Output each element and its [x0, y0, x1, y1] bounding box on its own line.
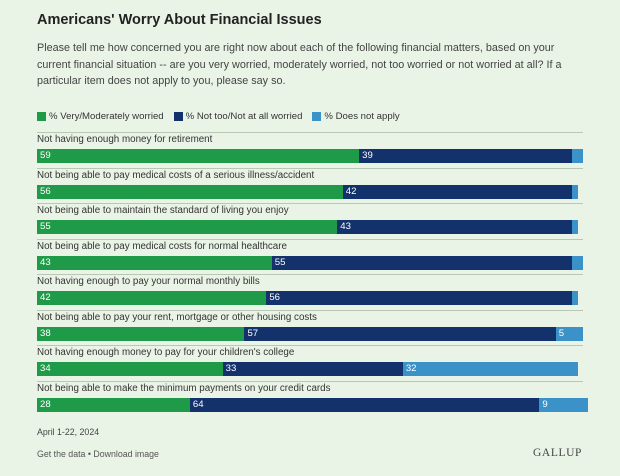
row-divider — [37, 167, 583, 169]
legend-item-not-worried: % Not too/Not at all worried — [173, 110, 303, 122]
data-label-not-worried: 42 — [345, 185, 357, 197]
bar-not-worried — [222, 362, 403, 376]
data-label-not-worried: 57 — [247, 327, 259, 339]
bar-worried — [37, 220, 338, 234]
data-label-not-worried: 64 — [192, 398, 204, 410]
data-label-not-worried: 55 — [274, 256, 286, 268]
data-label-worried: 28 — [40, 398, 51, 410]
data-label-worried: 59 — [40, 150, 51, 161]
legend-swatch-not-worried — [173, 111, 183, 121]
legend-label-worried: % Very/Moderately worried — [49, 110, 164, 122]
bar-does-not-apply — [539, 397, 589, 412]
category-label: Not being able to maintain the standard … — [37, 205, 289, 216]
bar-worried — [37, 291, 267, 305]
bar-does-not-apply — [572, 255, 583, 270]
data-label-does-not-apply: 5 — [558, 327, 565, 339]
bar-worried — [37, 149, 360, 163]
category-label: Not having enough money for retirement — [37, 134, 213, 145]
bar-worried — [37, 362, 223, 376]
bar-worried — [37, 184, 343, 199]
survey-date: April 1-22, 2024 — [37, 427, 100, 437]
bar-worried — [37, 255, 272, 270]
footer-links[interactable]: Get the data • Download image — [37, 449, 159, 459]
data-label-does-not-apply: 9 — [542, 398, 548, 410]
row-divider — [37, 238, 583, 240]
bar-does-not-apply — [572, 184, 578, 199]
legend-swatch-worried — [37, 111, 46, 121]
data-label-not-worried: 39 — [362, 150, 373, 161]
data-label-does-not-apply: 32 — [405, 363, 417, 374]
data-label-not-worried: 56 — [269, 292, 280, 303]
row-divider — [37, 309, 583, 311]
category-label: Not being able to pay your rent, mortgag… — [37, 311, 317, 323]
data-label-worried: 34 — [40, 363, 51, 374]
row-divider — [37, 274, 583, 275]
bar-does-not-apply — [402, 362, 578, 376]
chart-title: Americans' Worry About Financial Issues — [37, 12, 322, 28]
bar-not-worried — [271, 255, 573, 270]
chart-subtitle: Please tell me how concerned you are rig… — [37, 42, 562, 87]
bar-does-not-apply — [555, 326, 583, 341]
category-label: Not having enough to pay your normal mon… — [37, 276, 260, 287]
row-divider — [37, 203, 583, 204]
bar-does-not-apply — [572, 220, 578, 234]
bar-not-worried — [342, 184, 573, 199]
bar-worried — [37, 397, 190, 412]
bar-not-worried — [337, 220, 573, 234]
gallup-logo: GALLUP — [533, 447, 582, 459]
legend: % Very/Moderately worried % Not too/Not … — [37, 110, 410, 122]
category-label: Not having enough money to pay for your … — [37, 347, 295, 358]
category-label: Not being able to pay medical costs for … — [37, 240, 287, 252]
data-label-worried: 55 — [40, 221, 51, 232]
category-label: Not being able to pay medical costs of a… — [37, 169, 315, 181]
row-divider — [37, 380, 583, 382]
bar-does-not-apply — [572, 149, 583, 163]
bar-not-worried — [359, 149, 573, 163]
legend-label-not-worried: % Not too/Not at all worried — [185, 110, 303, 122]
bar-not-worried — [189, 397, 540, 412]
row-divider — [37, 132, 583, 133]
bar-worried — [37, 326, 245, 341]
legend-item-does-not-apply: % Does not apply — [312, 110, 400, 122]
category-label: Not being able to make the minimum payme… — [37, 382, 331, 394]
data-label-worried: 42 — [40, 292, 51, 303]
bar-does-not-apply — [572, 291, 578, 305]
bar-not-worried — [266, 291, 573, 305]
legend-label-does-not-apply: % Does not apply — [324, 110, 400, 122]
bar-not-worried — [244, 326, 556, 341]
data-label-not-worried: 43 — [340, 221, 351, 232]
legend-swatch-does-not-apply — [312, 111, 322, 121]
data-label-worried: 43 — [40, 256, 51, 268]
row-divider — [37, 345, 583, 346]
data-label-worried: 38 — [40, 327, 51, 339]
data-label-not-worried: 33 — [225, 363, 237, 374]
legend-item-worried: % Very/Moderately worried — [37, 111, 164, 122]
data-label-worried: 56 — [40, 185, 51, 197]
